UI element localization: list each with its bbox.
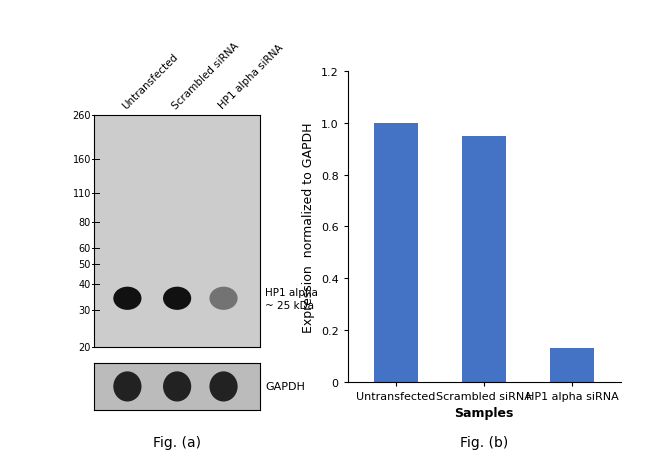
Text: 30: 30 xyxy=(79,306,91,316)
Text: Scrambled siRNA: Scrambled siRNA xyxy=(170,41,240,111)
Ellipse shape xyxy=(163,287,191,310)
Text: 160: 160 xyxy=(73,155,91,164)
Text: 80: 80 xyxy=(79,217,91,227)
Text: HP1 alpha siRNA: HP1 alpha siRNA xyxy=(216,43,285,111)
X-axis label: Samples: Samples xyxy=(454,407,514,419)
Ellipse shape xyxy=(163,371,191,401)
Ellipse shape xyxy=(209,371,238,401)
Text: Fig. (a): Fig. (a) xyxy=(153,435,201,449)
Text: Fig. (b): Fig. (b) xyxy=(460,435,508,449)
Text: 50: 50 xyxy=(79,260,91,269)
Text: GAPDH: GAPDH xyxy=(265,382,305,392)
Y-axis label: Expression  normalized to GAPDH: Expression normalized to GAPDH xyxy=(302,122,315,332)
Bar xyxy=(462,137,506,382)
Text: 60: 60 xyxy=(79,243,91,253)
Bar xyxy=(551,348,594,382)
Text: 260: 260 xyxy=(73,111,91,121)
Text: 20: 20 xyxy=(79,342,91,352)
Ellipse shape xyxy=(113,371,142,401)
Text: 40: 40 xyxy=(79,280,91,290)
Ellipse shape xyxy=(113,287,142,310)
Text: 110: 110 xyxy=(73,188,91,198)
Text: HP1 alpha
~ 25 kDa: HP1 alpha ~ 25 kDa xyxy=(265,287,318,310)
Text: Untransfected: Untransfected xyxy=(120,52,180,111)
Bar xyxy=(374,124,418,382)
Ellipse shape xyxy=(209,287,238,310)
